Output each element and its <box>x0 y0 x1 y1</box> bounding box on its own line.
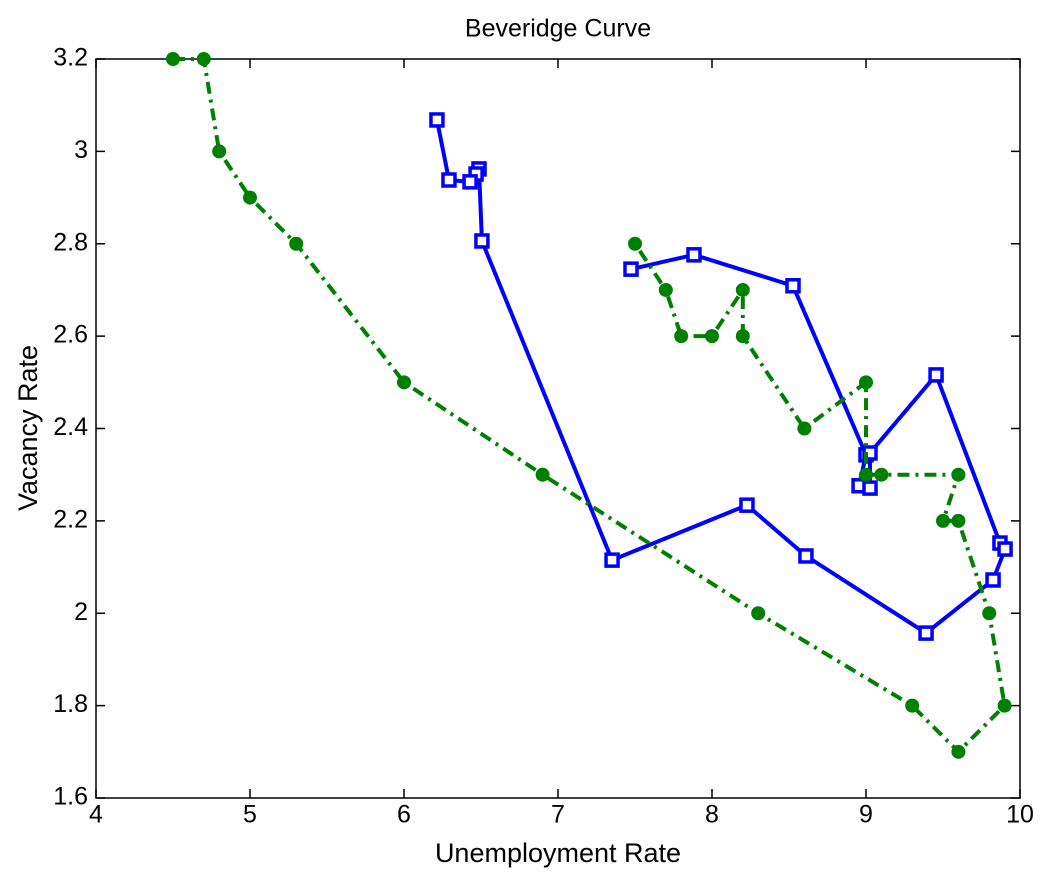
x-tick-label: 4 <box>89 801 103 829</box>
y-tick-label: 1.6 <box>53 783 88 811</box>
marker <box>397 375 411 390</box>
y-tick-label: 2 <box>74 598 88 626</box>
marker <box>429 112 445 128</box>
marker <box>862 480 878 496</box>
marker <box>166 52 180 66</box>
marker <box>243 190 257 205</box>
marker <box>628 236 642 251</box>
marker <box>623 261 639 277</box>
marker <box>705 329 719 344</box>
marker <box>982 606 997 621</box>
marker <box>928 367 944 383</box>
marker <box>905 698 920 713</box>
marker <box>751 606 766 621</box>
y-tick-label: 3 <box>74 136 88 164</box>
chart-title: Beveridge Curve <box>465 15 651 43</box>
y-tick-label: 2.6 <box>53 321 88 349</box>
y-tick-label: 3.2 <box>53 44 88 72</box>
marker <box>797 421 812 436</box>
marker <box>874 467 889 482</box>
x-tick-label: 5 <box>243 801 257 829</box>
marker <box>739 497 755 513</box>
series-line <box>434 119 1008 636</box>
marker <box>785 278 801 294</box>
marker <box>735 282 750 297</box>
marker <box>798 548 814 564</box>
marker <box>196 52 211 66</box>
y-tick-label: 1.8 <box>53 690 88 718</box>
marker <box>462 174 478 190</box>
marker <box>441 172 457 188</box>
y-tick-label: 2.8 <box>53 228 88 256</box>
marker <box>474 233 490 249</box>
marker <box>735 329 750 344</box>
marker <box>604 552 620 568</box>
marker <box>985 572 1001 588</box>
y-axis-label: Vacancy Rate <box>13 345 43 511</box>
marker <box>658 282 673 297</box>
x-axis-label: Unemployment Rate <box>435 838 681 868</box>
marker <box>951 513 966 528</box>
x-tick-label: 6 <box>397 801 411 829</box>
x-tick-label: 8 <box>705 801 719 829</box>
x-tick-label: 7 <box>551 801 565 829</box>
marker <box>859 375 873 390</box>
marker <box>951 744 966 759</box>
series-line <box>173 57 1007 754</box>
y-tick-label: 2.4 <box>53 413 88 441</box>
marker <box>859 467 873 482</box>
marker <box>918 625 934 641</box>
x-tick-label: 10 <box>1006 801 1034 829</box>
y-tick-label: 2.2 <box>53 505 88 533</box>
marker <box>936 513 950 528</box>
marker <box>951 467 966 482</box>
x-tick-label: 9 <box>859 801 873 829</box>
marker <box>686 247 702 263</box>
marker <box>674 329 689 344</box>
marker <box>212 144 227 159</box>
marker <box>289 236 304 251</box>
marker <box>997 541 1013 557</box>
marker <box>535 467 550 482</box>
marker <box>997 698 1012 713</box>
